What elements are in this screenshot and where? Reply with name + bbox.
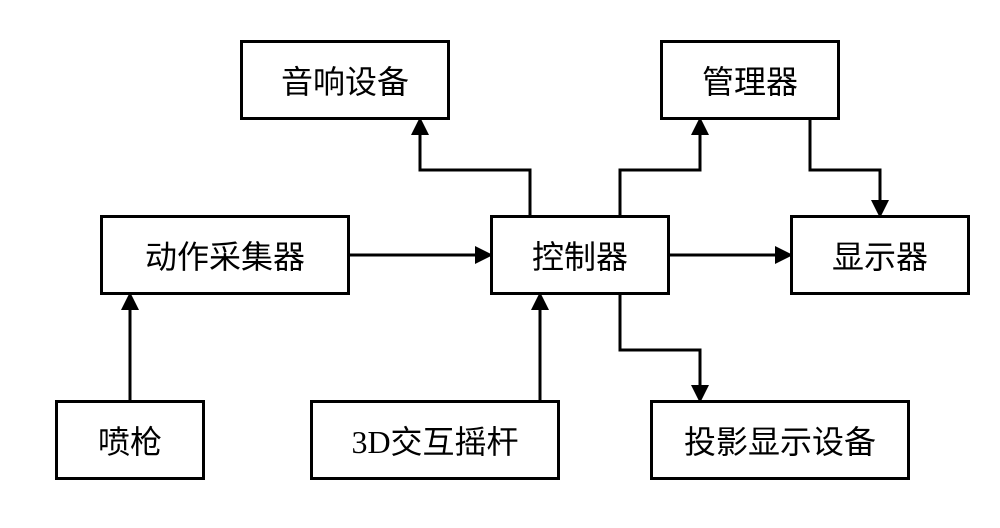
node-manager: 管理器 bbox=[660, 40, 840, 120]
edge-controller-to-audio bbox=[420, 120, 530, 215]
edge-manager-to-display bbox=[810, 120, 880, 215]
node-motion: 动作采集器 bbox=[100, 215, 350, 295]
node-projector-label: 投影显示设备 bbox=[684, 417, 876, 463]
node-audio-label: 音响设备 bbox=[281, 57, 409, 103]
node-joystick-label: 3D交互摇杆 bbox=[351, 417, 518, 463]
node-audio: 音响设备 bbox=[240, 40, 450, 120]
node-display: 显示器 bbox=[790, 215, 970, 295]
node-controller: 控制器 bbox=[490, 215, 670, 295]
node-motion-label: 动作采集器 bbox=[145, 232, 305, 278]
edge-controller-to-projector bbox=[620, 295, 700, 400]
node-projector: 投影显示设备 bbox=[650, 400, 910, 480]
node-spraygun: 喷枪 bbox=[55, 400, 205, 480]
node-controller-label: 控制器 bbox=[532, 232, 628, 278]
node-manager-label: 管理器 bbox=[702, 57, 798, 103]
node-display-label: 显示器 bbox=[832, 232, 928, 278]
node-joystick: 3D交互摇杆 bbox=[310, 400, 560, 480]
node-spraygun-label: 喷枪 bbox=[98, 417, 162, 463]
edge-controller-to-manager bbox=[620, 120, 700, 215]
diagram-stage: 音响设备 管理器 动作采集器 控制器 显示器 喷枪 3D交互摇杆 投影显示设备 bbox=[0, 0, 1000, 528]
